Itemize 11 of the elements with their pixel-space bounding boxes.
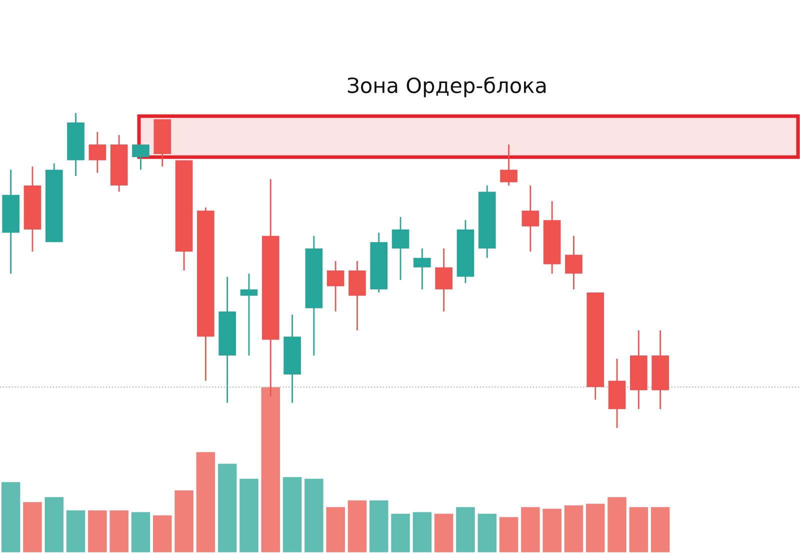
candlestick bbox=[240, 272, 258, 356]
candlestick bbox=[326, 260, 344, 312]
band-label: Зона Ордер-блока bbox=[348, 76, 546, 98]
candlestick bbox=[500, 144, 518, 186]
candlestick bbox=[414, 248, 431, 290]
candlestick bbox=[522, 184, 540, 252]
candlestick bbox=[435, 248, 452, 312]
candlestick bbox=[88, 131, 106, 174]
candlestick bbox=[565, 235, 582, 290]
candlestick bbox=[392, 216, 410, 281]
candlestick bbox=[132, 144, 150, 170]
